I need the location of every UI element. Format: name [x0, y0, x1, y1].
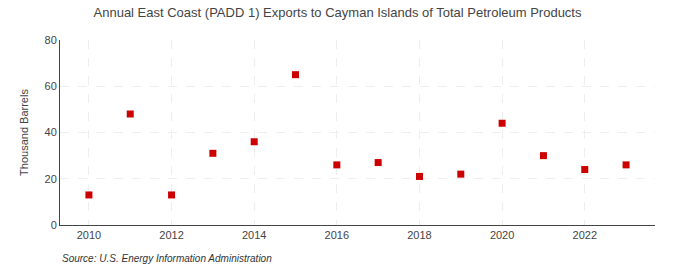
svg-text:Annual East Coast (PADD 1) Exp: Annual East Coast (PADD 1) Exports to Ca… — [94, 5, 582, 20]
svg-text:2014: 2014 — [242, 229, 266, 241]
svg-text:60: 60 — [45, 80, 57, 92]
svg-text:20: 20 — [45, 173, 57, 185]
svg-text:2018: 2018 — [407, 229, 431, 241]
svg-text:2016: 2016 — [325, 229, 349, 241]
svg-text:2022: 2022 — [573, 229, 597, 241]
svg-text:2010: 2010 — [77, 229, 101, 241]
svg-text:80: 80 — [45, 34, 57, 46]
svg-text:Thousand Barrels: Thousand Barrels — [18, 89, 30, 176]
svg-text:2012: 2012 — [159, 229, 183, 241]
svg-text:40: 40 — [45, 126, 57, 138]
svg-text:2020: 2020 — [490, 229, 514, 241]
svg-text:Source: U.S. Energy Informatio: Source: U.S. Energy Information Administ… — [62, 253, 272, 264]
svg-text:0: 0 — [51, 219, 57, 231]
